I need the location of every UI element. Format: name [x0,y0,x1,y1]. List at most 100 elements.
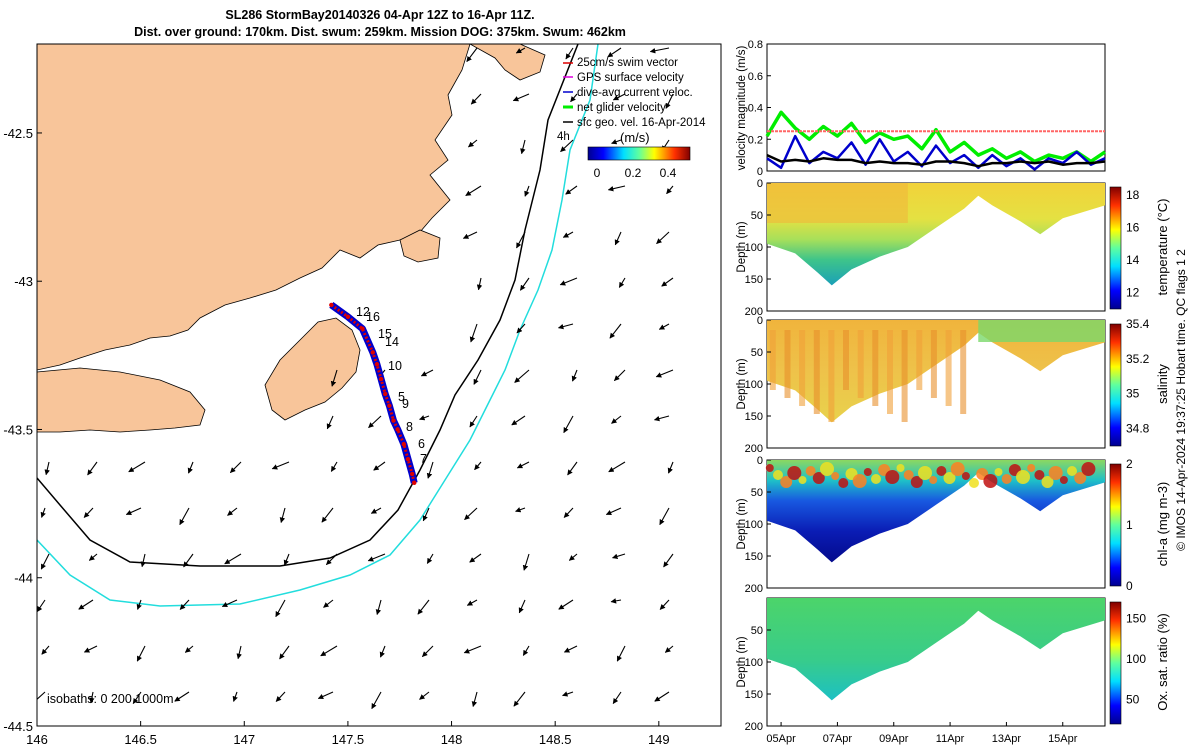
colorbar-tick-1: 0.2 [625,166,642,180]
velocity-series [765,110,1106,171]
track-dive-avg [329,302,418,484]
sfc-arrow-70 [279,507,286,524]
sfc-arrow-50 [653,415,670,422]
sfc-arrow-121 [37,691,46,705]
section-xtick-label-4: 13Apr [992,733,1022,745]
chl-blob-12 [863,468,872,476]
section-ytick-label-3-0: 50 [751,625,763,637]
sfc-arrow-72 [370,507,382,514]
sfc-arrow-116 [463,645,482,654]
sal-streak-4 [828,330,835,422]
sfc-arrow-75 [515,507,526,513]
chl-blob-17 [903,470,914,480]
section-cbar-tick-0-3: 18 [1126,188,1140,202]
track-point-0 [329,302,334,308]
sfc-arrow-71 [321,507,334,523]
section-panel-2: 0 50 100 150 200 Depth (m) 0 1 2 chl-a (mg m-3) [736,455,1170,595]
sfc-arrow-1 [515,47,526,54]
sfc-arrow-76 [563,507,574,518]
chl-blob-8 [831,472,840,480]
sfc-arrow-22 [562,231,574,238]
chl-blob-23 [950,462,965,476]
sfc-arrow-127 [317,691,334,700]
section-ytick-label-1-4: 200 [745,443,763,455]
section-cbar-label-0: temperature (°C) [1155,199,1170,296]
sfc-arrow-0 [466,47,478,63]
sfc-arrow-93 [37,599,46,613]
sfc-arrow-44 [368,415,382,428]
section-ytick-label-2-0: 0 [757,455,763,467]
sfc-arrow-55 [230,461,242,473]
sfc-arrow-9 [665,93,674,109]
sfc-arrow-130 [471,691,478,708]
sfc-arrow-23 [614,231,622,246]
day-label-9: 7 [420,452,427,466]
sfc-arrow-87 [426,553,434,564]
legend-swim-label: 25cm/s swim vector [577,57,678,69]
section-ylabel-1: Depth (m) [736,358,748,409]
chl-blob-28 [994,468,1003,476]
sal-streak-2 [799,330,806,406]
section-cbar-tick-1-1: 35 [1126,387,1140,401]
sfc-arrow-24 [656,231,670,244]
section-ytick-label-1-3: 150 [745,411,763,423]
colorbar-tick-2: 0.4 [660,166,677,180]
sfc-arrow-108 [83,645,98,653]
sfc-arrow-37 [420,369,434,377]
section-colorbar-1 [1109,323,1122,447]
chl-blob-4 [798,476,807,484]
sfc-arrow-16 [524,185,530,197]
velocity-plot-frame [766,43,1106,172]
chl-blob-1 [773,470,783,480]
track-point-1 [345,314,351,319]
chl-blob-9 [838,478,849,488]
sfc-arrow-15 [465,185,482,197]
section-panel-0: 0 50 100 150 200 Depth (m) 12 14 16 18 temperature… [736,178,1170,318]
sfc-arrow-132 [562,691,574,697]
track-point-2 [360,326,365,331]
section-ytick-label-1-0: 0 [757,315,763,327]
map-frame [36,43,722,727]
sfc-arrow-67 [125,507,142,516]
vel-series-0 [765,110,1106,164]
sfc-arrow-69 [227,507,238,516]
chl-blob-33 [1034,470,1045,480]
section-cbar-tick-0-2: 16 [1126,221,1140,235]
sfc-arrow-104 [558,599,574,610]
track-point-8 [391,418,396,423]
sfc-arrow-96 [179,599,190,610]
sal-streak-0 [769,330,776,390]
sfc-arrow-7 [570,93,578,103]
speed-colorbar [587,146,691,161]
sfc-arrow-125 [232,691,238,702]
isobath-1000m [37,44,599,607]
sfc-arrow-21 [516,231,526,249]
sfc-arrow-58 [373,461,386,471]
sfc-arrow-29 [661,277,674,287]
chl-blob-25 [969,478,979,488]
sfc-arrow-28 [618,277,626,288]
sfc-arrow-64 [667,461,674,474]
sfc-arrow-62 [567,461,578,476]
sfc-arrow-134 [654,691,670,702]
glider-track [329,302,418,486]
vel-ytick-label-2: 0.4 [748,103,763,115]
sfc-arrow-68 [179,507,190,526]
sal-streak-12 [945,330,952,406]
map-ytick-label-0: -42.5 [3,126,33,141]
sfc-arrow-101 [417,599,430,615]
legend-gps-label: GPS surface velocity [577,72,684,84]
sfc-arrow-89 [522,553,530,571]
section-colorbar-3 [1109,601,1122,725]
sfc-arrow-5 [470,93,482,105]
sfc-arrow-48 [563,415,574,434]
sfc-arrow-49 [611,415,622,424]
sfc-arrow-32 [557,323,574,330]
velocity-panel: 0 0.2 0.4 0.6 0.8 velocity magnitude (m/s) [736,39,1106,178]
day-label-4: 10 [388,359,402,373]
land-island-east [399,229,441,263]
section-cbar-label-3: Ox. sat. ratio (%) [1155,613,1170,711]
chl-blob-0 [765,464,774,472]
section-cbar-tick-0-0: 12 [1126,286,1140,300]
chl-blob-18 [910,476,923,488]
